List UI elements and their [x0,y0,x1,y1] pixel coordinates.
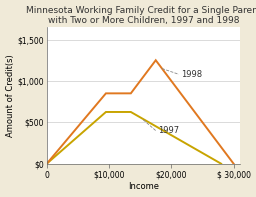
Y-axis label: Amount of Credit(s): Amount of Credit(s) [6,54,15,137]
X-axis label: Income: Income [128,182,159,191]
Text: 1998: 1998 [181,70,202,79]
Text: 1997: 1997 [158,126,179,135]
Title: Minnesota Working Family Credit for a Single Parent
with Two or More Children, 1: Minnesota Working Family Credit for a Si… [26,6,256,25]
